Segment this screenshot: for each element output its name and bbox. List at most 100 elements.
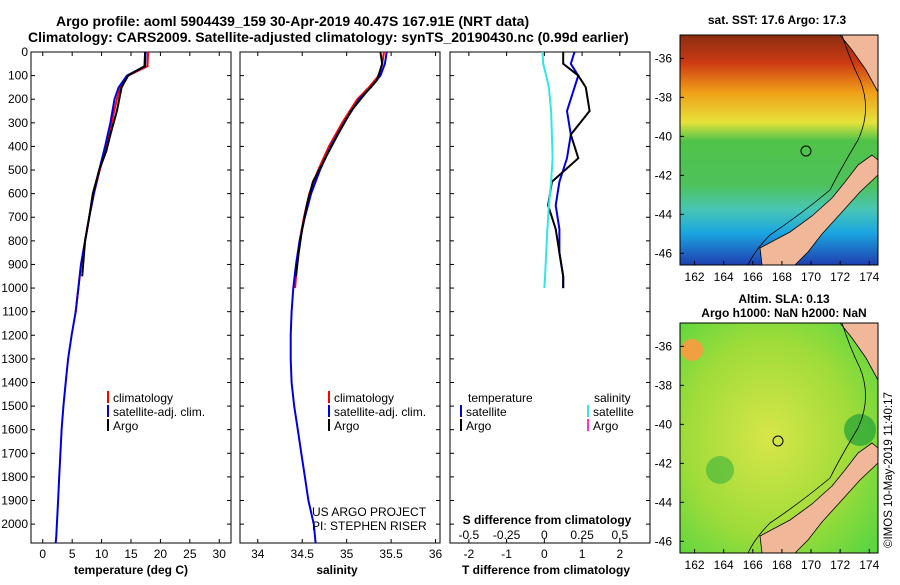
salinity-series (289, 51, 388, 544)
difference-legend: temperature salinity satellite Argo sate… (460, 391, 634, 433)
sst-lon-ticks: 162 164 166 168 170 172 174 (685, 261, 880, 284)
lon-tick-label: 170 (801, 270, 821, 284)
depth-tick-label: 300 (8, 116, 28, 130)
difference-panel (449, 51, 651, 544)
sla-green-patch (844, 414, 876, 446)
legend-s-satellite: satellite (593, 405, 634, 419)
series-satellite-adj-clim- (54, 51, 147, 544)
lon-tick-label: 162 (685, 270, 705, 284)
x-tick-label: 34 (251, 547, 265, 561)
series-climatology (74, 51, 150, 312)
lat-tick-label: -46 (655, 246, 673, 260)
legend-t-satellite: satellite (466, 405, 507, 419)
x-tick-label: 25 (183, 547, 197, 561)
sla-lon-ticks: 162 164 166 168 170 172 174 (685, 549, 880, 572)
temperature-legend: climatology satellite-adj. clim. Argo (107, 391, 205, 433)
sla-field (680, 323, 878, 553)
sst-field (680, 35, 878, 265)
lat-tick-label: -42 (655, 456, 673, 470)
s-diff-tick-label: 0 (541, 528, 548, 542)
legend-salinity-head: salinity (594, 391, 631, 405)
temperature-panel (30, 51, 232, 544)
x-tick-label: -1 (501, 547, 512, 561)
sst-lat-ticks: -36 -38 -40 -42 -44 -46 (655, 51, 684, 260)
depth-tick-label: 1000 (1, 281, 28, 295)
x-tick-label: 2 (616, 547, 623, 561)
depth-tick-label: 600 (8, 187, 28, 201)
lon-tick-label: 172 (830, 270, 850, 284)
lat-tick-label: -38 (655, 378, 673, 392)
depth-tick-label: 1500 (1, 399, 28, 413)
legend-temperature-head: temperature (468, 391, 533, 405)
sla-map-title1: Altim. SLA: 0.13 (738, 292, 830, 306)
depth-tick-label: 0 (21, 45, 28, 59)
difference-series (541, 51, 591, 289)
temperature-xlabel: temperature (deg C) (74, 563, 188, 577)
depth-tick-label: 1700 (1, 446, 28, 460)
credit-pi: PI: STEPHEN RISER (312, 519, 427, 533)
x-tick-label: 0 (39, 547, 46, 561)
depth-tick-label: 900 (8, 257, 28, 271)
sla-map-frame (679, 322, 879, 554)
lon-tick-label: 166 (743, 270, 763, 284)
lon-tick-label: 174 (859, 558, 879, 572)
s-diff-tick-label: 0.25 (570, 528, 594, 542)
temperature-series (54, 51, 150, 544)
x-tick-label: 10 (95, 547, 109, 561)
sla-map (679, 322, 879, 554)
depth-tick-label: 800 (8, 234, 28, 248)
lon-tick-label: 164 (714, 270, 734, 284)
salinity-xlabel: salinity (316, 563, 358, 577)
legend-climatology: climatology (334, 391, 394, 405)
sst-map-frame (679, 34, 879, 266)
lat-tick-label: -42 (655, 168, 673, 182)
s-diff-tick-label: -0.25 (493, 528, 521, 542)
depth-tick-label: 1600 (1, 423, 28, 437)
s-difference-title: S difference from climatology (463, 513, 632, 527)
series-satellite-adj-clim- (289, 51, 388, 544)
depth-axis: 0 100 200 300 400 500 600 700 800 900 1000 1100 1200… (1, 45, 650, 531)
legend-argo: Argo (334, 419, 360, 433)
sst-map-title: sat. SST: 17.6 Argo: 17.3 (708, 13, 847, 27)
sst-map (679, 34, 879, 266)
lon-tick-label: 162 (685, 558, 705, 572)
series-argo (295, 51, 384, 277)
series-temperature-argo (547, 52, 591, 289)
sla-map-title2: Argo h1000: NaN h2000: NaN (701, 306, 866, 320)
x-tick-label: 0 (541, 547, 548, 561)
depth-tick-label: 100 (8, 69, 28, 83)
lon-tick-label: 172 (830, 558, 850, 572)
salinity-legend: climatology satellite-adj. clim. Argo (328, 391, 426, 433)
lat-tick-label: -40 (655, 417, 673, 431)
lat-tick-label: -44 (655, 207, 673, 221)
depth-tick-label: 1800 (1, 470, 28, 484)
s-diff-tick-label: -0.5 (459, 528, 480, 542)
salinity-x-ticks: 34 34.5 35 35.5 36 (251, 52, 443, 561)
temperature-x-ticks: 0 5 10 15 20 25 30 (39, 52, 226, 561)
depth-tick-label: 200 (8, 92, 28, 106)
x-tick-label: 20 (154, 547, 168, 561)
x-tick-label: -2 (464, 547, 475, 561)
s-diff-tick-label: 0.5 (611, 528, 628, 542)
x-tick-label: 5 (69, 547, 76, 561)
lat-tick-label: -40 (655, 129, 673, 143)
legend-argo: Argo (113, 419, 139, 433)
lat-tick-label: -38 (655, 90, 673, 104)
credit-project: US ARGO PROJECT (312, 505, 427, 519)
sla-warm-patch (681, 339, 703, 361)
depth-tick-label: 1100 (2, 305, 28, 319)
legend-climatology: climatology (113, 391, 173, 405)
depth-tick-label: 500 (8, 163, 28, 177)
s-difference-ticks: -0.5 -0.25 0 0.25 0.5 (459, 528, 629, 542)
lat-tick-label: -46 (655, 534, 673, 548)
imos-stamp: ©IMOS 10-May-2019 11:40:17 (883, 392, 895, 548)
lon-tick-label: 164 (714, 558, 734, 572)
sst-argo-marker (800, 145, 812, 157)
x-tick-label: 15 (124, 547, 138, 561)
legend-s-argo: Argo (593, 419, 619, 433)
depth-tick-label: 1400 (1, 375, 28, 389)
x-tick-label: 35.5 (379, 547, 403, 561)
header-line1: Argo profile: aoml 5904439_159 30-Apr-20… (56, 13, 529, 29)
depth-tick-label: 1300 (1, 352, 28, 366)
